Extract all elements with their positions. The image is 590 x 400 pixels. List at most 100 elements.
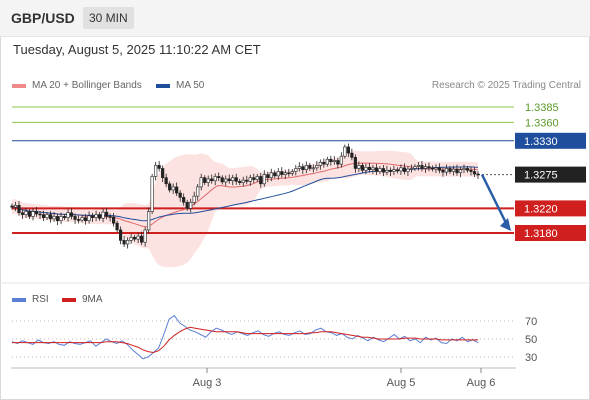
candle-body: [322, 162, 326, 165]
candle-body: [119, 229, 123, 241]
candle-body: [157, 165, 161, 169]
level-box-3: [515, 166, 586, 183]
candle-body: [297, 166, 301, 169]
candle-body: [203, 177, 207, 183]
candle-body: [437, 167, 442, 171]
candle-body: [392, 169, 396, 172]
candle-body: [255, 176, 259, 180]
candle-body: [395, 169, 400, 172]
legend-label-ma50: MA 50: [176, 80, 205, 91]
ma20-swatch: [12, 83, 26, 88]
candle-body: [210, 178, 214, 182]
timestamp: Tuesday, August 5, 2025 11:10:22 AM CET: [13, 42, 261, 57]
bollinger-band: [12, 150, 478, 268]
candle-body: [430, 167, 435, 170]
candle-body: [266, 174, 270, 178]
candle-body: [462, 168, 466, 170]
candle-body: [413, 166, 417, 169]
candle-body: [241, 179, 245, 183]
candle-body: [59, 216, 63, 222]
candle-body: [276, 171, 280, 177]
candle-body: [34, 211, 39, 215]
candle-body: [308, 165, 312, 169]
candle-body: [346, 146, 350, 154]
candle-body: [83, 217, 88, 222]
candle-body: [108, 216, 112, 218]
candle-body: [350, 152, 354, 158]
candle-body: [20, 212, 25, 215]
candle-body: [94, 214, 98, 218]
legend-item-rsi: RSI: [12, 294, 49, 305]
candle-body: [472, 171, 477, 175]
candle-body: [168, 183, 172, 191]
candle-body: [115, 222, 119, 231]
legend-item-ma50: MA 50: [156, 80, 204, 91]
candle-body: [161, 168, 165, 178]
candle-body: [192, 195, 196, 203]
candle-body: [105, 211, 109, 217]
candle-body: [27, 211, 32, 217]
candle-body: [227, 178, 231, 182]
candle-body: [451, 168, 456, 172]
candle-body: [154, 165, 158, 177]
candle-body: [31, 211, 35, 217]
candle-body: [69, 212, 74, 217]
candle-body: [388, 170, 393, 172]
candle-body: [52, 216, 56, 220]
candle-body: [360, 165, 364, 171]
timeframe-button[interactable]: 30 MIN: [83, 7, 134, 29]
candle-body: [80, 217, 84, 221]
candle-body: [217, 176, 221, 178]
candle-body: [185, 201, 189, 209]
candle-body: [45, 214, 49, 218]
x-tick-label: Aug 5: [387, 377, 416, 389]
candle-body: [10, 205, 14, 208]
candle-body: [13, 205, 18, 208]
candle-body: [416, 165, 421, 167]
candle-body: [140, 235, 144, 243]
candle-body: [441, 170, 445, 173]
candle-body: [213, 176, 217, 182]
candle-body: [97, 214, 102, 219]
rsi-tick-50: 50: [525, 334, 537, 346]
candle-body: [458, 169, 463, 174]
candle-body: [427, 166, 431, 169]
legend-item-9ma: 9MA: [62, 294, 103, 305]
candle-body: [122, 240, 126, 245]
candle-body: [444, 168, 449, 173]
level-label-4: 1.3220: [524, 203, 558, 215]
candle-body: [76, 219, 81, 221]
candle-body: [315, 165, 319, 169]
candle-body: [476, 173, 480, 176]
rsi-series-rsi: [11, 314, 479, 360]
legend-item-ma20: MA 20 + Bollinger Bands: [12, 80, 142, 91]
forecast-arrow-head: [500, 218, 511, 231]
candle-body: [87, 215, 91, 222]
candle-body: [343, 146, 347, 157]
candle-body: [66, 212, 70, 218]
candle-body: [399, 167, 403, 172]
candle-body: [259, 176, 263, 185]
candle-body: [182, 197, 186, 203]
level-label-5: 1.3180: [524, 228, 558, 240]
rsi-series-9ma: [12, 326, 478, 354]
candle-body: [189, 201, 193, 209]
candle-body: [336, 160, 340, 165]
rsi-swatch: [12, 297, 26, 302]
candle-body: [367, 166, 371, 170]
candle-body: [206, 178, 210, 183]
candle-body: [364, 166, 368, 171]
candle-body: [311, 167, 315, 170]
candle-body: [374, 167, 378, 172]
candle-body: [112, 216, 116, 224]
x-tick-label: Aug 6: [467, 377, 496, 389]
candle-body: [469, 170, 473, 172]
rsi-tick-30: 30: [525, 352, 537, 364]
candle-body: [48, 214, 53, 220]
candle-body: [90, 215, 95, 218]
candle-body: [199, 177, 203, 188]
candle-body: [357, 165, 361, 169]
candle-body: [287, 172, 291, 175]
candle-body: [402, 167, 407, 172]
candle-body: [409, 168, 414, 170]
